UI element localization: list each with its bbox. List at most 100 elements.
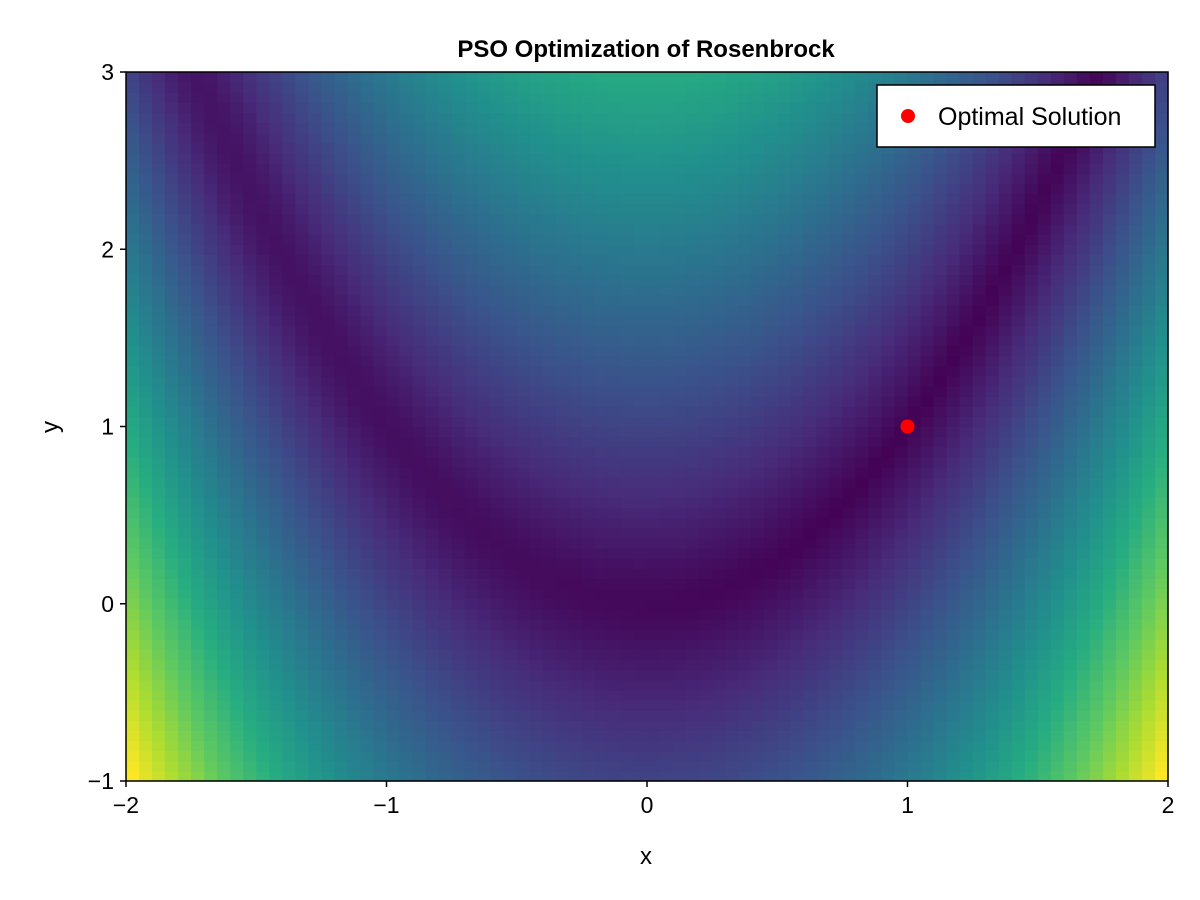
heatmap-cell	[412, 568, 427, 580]
heatmap-cell	[308, 82, 322, 93]
heatmap-cell	[725, 244, 739, 255]
heatmap-cell	[933, 345, 948, 357]
heatmap-cell	[907, 345, 922, 357]
heatmap-cell	[139, 669, 153, 681]
heatmap-cell	[256, 416, 270, 428]
heatmap-cell	[477, 477, 492, 488]
heatmap-cell	[660, 112, 674, 124]
heatmap-cell	[972, 467, 987, 478]
heatmap-cell	[581, 770, 596, 782]
heatmap-cell	[881, 527, 896, 539]
heatmap-cell	[1011, 568, 1026, 580]
heatmap-cell	[594, 568, 609, 580]
heatmap-cell	[139, 456, 153, 468]
heatmap-cell	[269, 730, 283, 742]
heatmap-cell	[594, 173, 609, 185]
heatmap-cell	[217, 294, 231, 306]
heatmap-cell	[399, 477, 414, 488]
heatmap-cell	[881, 699, 896, 711]
heatmap-cell	[230, 294, 244, 306]
heatmap-cell	[490, 740, 505, 752]
heatmap-cell	[542, 548, 557, 559]
chart-title: PSO Optimization of Rosenbrock	[457, 36, 835, 63]
heatmap-cell	[842, 456, 857, 468]
heatmap-cell	[816, 730, 830, 742]
heatmap-cell	[620, 436, 635, 448]
heatmap-cell	[282, 325, 296, 336]
heatmap-cell	[855, 385, 870, 397]
heatmap-cell	[178, 193, 192, 205]
heatmap-cell	[503, 92, 518, 103]
heatmap-cell	[581, 244, 596, 255]
heatmap-cell	[881, 548, 896, 559]
heatmap-cell	[152, 608, 166, 620]
heatmap-cell	[803, 183, 817, 195]
heatmap-cell	[790, 618, 804, 630]
heatmap-cell	[568, 710, 583, 721]
heatmap-cell	[568, 112, 583, 124]
heatmap-cell	[1024, 284, 1039, 296]
heatmap-cell	[985, 477, 1000, 488]
heatmap-cell	[868, 82, 883, 93]
heatmap-cell	[673, 426, 687, 438]
heatmap-cell	[191, 436, 205, 448]
heatmap-cell	[946, 588, 961, 600]
heatmap-cell	[503, 223, 518, 235]
heatmap-cell	[373, 335, 388, 347]
heatmap-cell	[178, 426, 192, 438]
heatmap-cell	[191, 72, 205, 83]
heatmap-cell	[855, 72, 870, 83]
heatmap-cell	[803, 467, 817, 478]
heatmap-cell	[568, 497, 583, 509]
heatmap-cell	[425, 568, 440, 580]
heatmap-cell	[204, 82, 218, 93]
heatmap-cell	[542, 639, 557, 650]
heatmap-cell	[269, 112, 283, 124]
heatmap-cell	[373, 548, 388, 559]
heatmap-cell	[790, 284, 804, 296]
heatmap-cell	[933, 284, 948, 296]
heatmap-cell	[764, 588, 778, 600]
heatmap-cell	[139, 385, 153, 397]
heatmap-cell	[425, 730, 440, 742]
heatmap-cell	[1011, 436, 1026, 448]
heatmap-cell	[855, 274, 870, 286]
heatmap-cell	[633, 203, 648, 215]
heatmap-cell	[712, 598, 726, 610]
heatmap-cell	[594, 345, 609, 357]
heatmap-cell	[568, 558, 583, 569]
heatmap-cell	[269, 578, 283, 590]
heatmap-cell	[542, 244, 557, 255]
heatmap-cell	[829, 284, 843, 296]
heatmap-cell	[699, 608, 713, 620]
heatmap-cell	[581, 173, 596, 185]
heatmap-cell	[347, 396, 362, 407]
heatmap-cell	[256, 92, 270, 103]
heatmap-cell	[256, 122, 270, 134]
heatmap-cell	[881, 406, 896, 417]
heatmap-cell	[126, 426, 140, 438]
heatmap-cell	[178, 487, 192, 498]
heatmap-cell	[204, 173, 218, 185]
heatmap-cell	[699, 416, 713, 428]
heatmap-cell	[542, 467, 557, 478]
heatmap-cell	[399, 497, 414, 509]
heatmap-cell	[464, 689, 479, 701]
heatmap-cell	[907, 507, 922, 519]
heatmap-cell	[165, 315, 179, 326]
heatmap-cell	[230, 375, 244, 387]
heatmap-cell	[1024, 750, 1039, 762]
heatmap-cell	[295, 304, 309, 316]
heatmap-cell	[686, 436, 700, 448]
heatmap-cell	[165, 517, 179, 529]
heatmap-cell	[972, 183, 987, 195]
heatmap-cell	[295, 365, 309, 377]
heatmap-cell	[178, 477, 192, 488]
heatmap-cell	[321, 629, 336, 640]
heatmap-cell	[230, 173, 244, 185]
heatmap-cell	[204, 385, 218, 397]
heatmap-cell	[360, 142, 375, 154]
heatmap-cell	[633, 689, 648, 701]
heatmap-cell	[894, 345, 909, 357]
heatmap-cell	[738, 325, 752, 336]
